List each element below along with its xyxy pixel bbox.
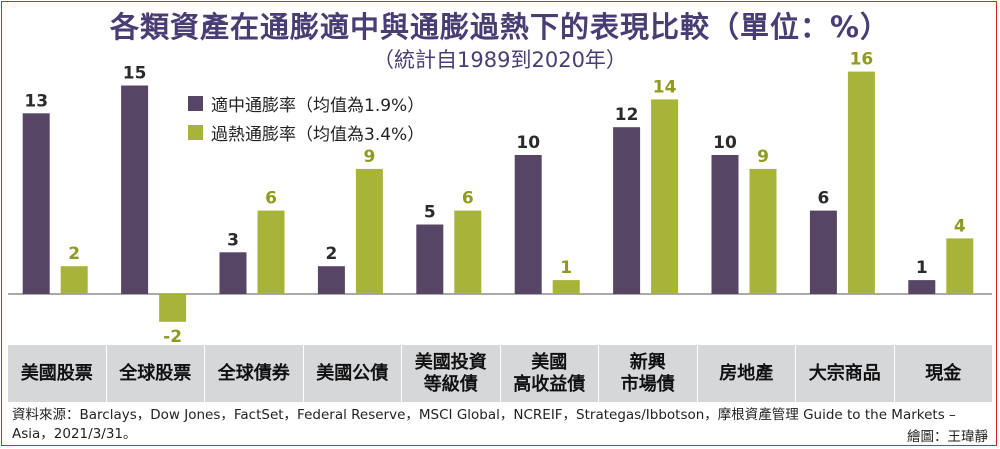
data-label-high-5: 1 xyxy=(560,258,572,278)
data-label-moderate-7: 10 xyxy=(713,133,737,153)
bar-moderate-3 xyxy=(317,266,345,294)
category-label-8: 大宗商品 xyxy=(796,345,895,402)
data-label-high-1: -2 xyxy=(163,327,182,347)
data-label-moderate-2: 3 xyxy=(227,230,239,250)
chart-subtitle: （統計自1989到2020年） xyxy=(373,48,627,72)
data-label-moderate-9: 1 xyxy=(916,258,928,278)
legend-item-high: 過熱通膨率（均值為3.4%） xyxy=(188,121,425,145)
bar-moderate-4 xyxy=(416,224,444,294)
data-label-moderate-0: 13 xyxy=(24,91,48,111)
bar-moderate-5 xyxy=(514,155,542,294)
bar-moderate-2 xyxy=(219,252,247,294)
bar-moderate-6 xyxy=(613,127,641,294)
bar-high-4 xyxy=(454,210,482,294)
data-label-moderate-3: 2 xyxy=(325,244,337,264)
chart-title: 各類資產在通膨適中與通膨過熱下的表現比較（單位：%） xyxy=(109,10,891,44)
category-label-4: 美國投資 等級債 xyxy=(402,345,501,402)
legend-label-high: 過熱通膨率（均值為3.4%） xyxy=(211,124,425,145)
category-label-5: 美國 高收益債 xyxy=(501,345,599,402)
bar-moderate-9 xyxy=(908,280,936,294)
data-label-high-4: 6 xyxy=(462,189,474,209)
category-label-7: 房地產 xyxy=(698,345,796,402)
source-note: 資料來源：Barclays，Dow Jones，FactSet，Federal … xyxy=(12,407,956,442)
legend-label-moderate: 適中通膨率（均值為1.9%） xyxy=(211,95,425,116)
legend-swatch-moderate xyxy=(188,95,203,111)
bar-high-5 xyxy=(552,280,580,294)
category-label-2: 全球債券 xyxy=(205,345,304,402)
data-label-high-0: 2 xyxy=(68,244,80,264)
legend-item-moderate: 適中通膨率（均值為1.9%） xyxy=(188,92,425,116)
category-label-row: 美國股票 全球股票 全球債券 美國公債 美國投資 等級債 美國 高收益債 新興 市場債 房地產… xyxy=(8,345,992,402)
data-label-high-8: 16 xyxy=(850,50,874,70)
bar-high-9 xyxy=(946,238,974,294)
bar-moderate-8 xyxy=(809,210,837,294)
bar-high-0 xyxy=(60,266,88,294)
category-label-0: 美國股票 xyxy=(8,345,107,402)
bar-high-7 xyxy=(749,168,777,294)
legend-swatch-high xyxy=(188,124,203,140)
data-label-moderate-6: 12 xyxy=(615,105,639,125)
category-label-6: 新興 市場債 xyxy=(599,345,698,402)
bar-high-3 xyxy=(355,168,383,294)
data-label-high-6: 14 xyxy=(653,77,677,97)
data-label-high-2: 6 xyxy=(265,189,277,209)
bar-high-1 xyxy=(159,294,187,322)
data-label-moderate-1: 15 xyxy=(123,64,147,84)
data-label-moderate-4: 5 xyxy=(424,203,436,223)
chart-credit: 繪圖：王瑋靜 xyxy=(907,429,988,445)
category-label-9: 現金 xyxy=(925,362,962,384)
data-label-high-7: 9 xyxy=(757,147,769,167)
category-label-1: 全球股票 xyxy=(107,345,205,402)
bar-moderate-7 xyxy=(711,155,739,294)
data-label-high-9: 4 xyxy=(954,216,966,236)
bar-high-8 xyxy=(847,71,875,294)
data-label-high-3: 9 xyxy=(363,147,375,167)
category-label-3: 美國公債 xyxy=(304,345,402,402)
bar-high-2 xyxy=(257,210,285,294)
data-label-moderate-8: 6 xyxy=(817,189,829,209)
bar-moderate-1 xyxy=(121,85,149,294)
bar-moderate-0 xyxy=(22,113,50,294)
data-label-moderate-5: 10 xyxy=(516,133,540,153)
bar-high-6 xyxy=(651,99,679,295)
